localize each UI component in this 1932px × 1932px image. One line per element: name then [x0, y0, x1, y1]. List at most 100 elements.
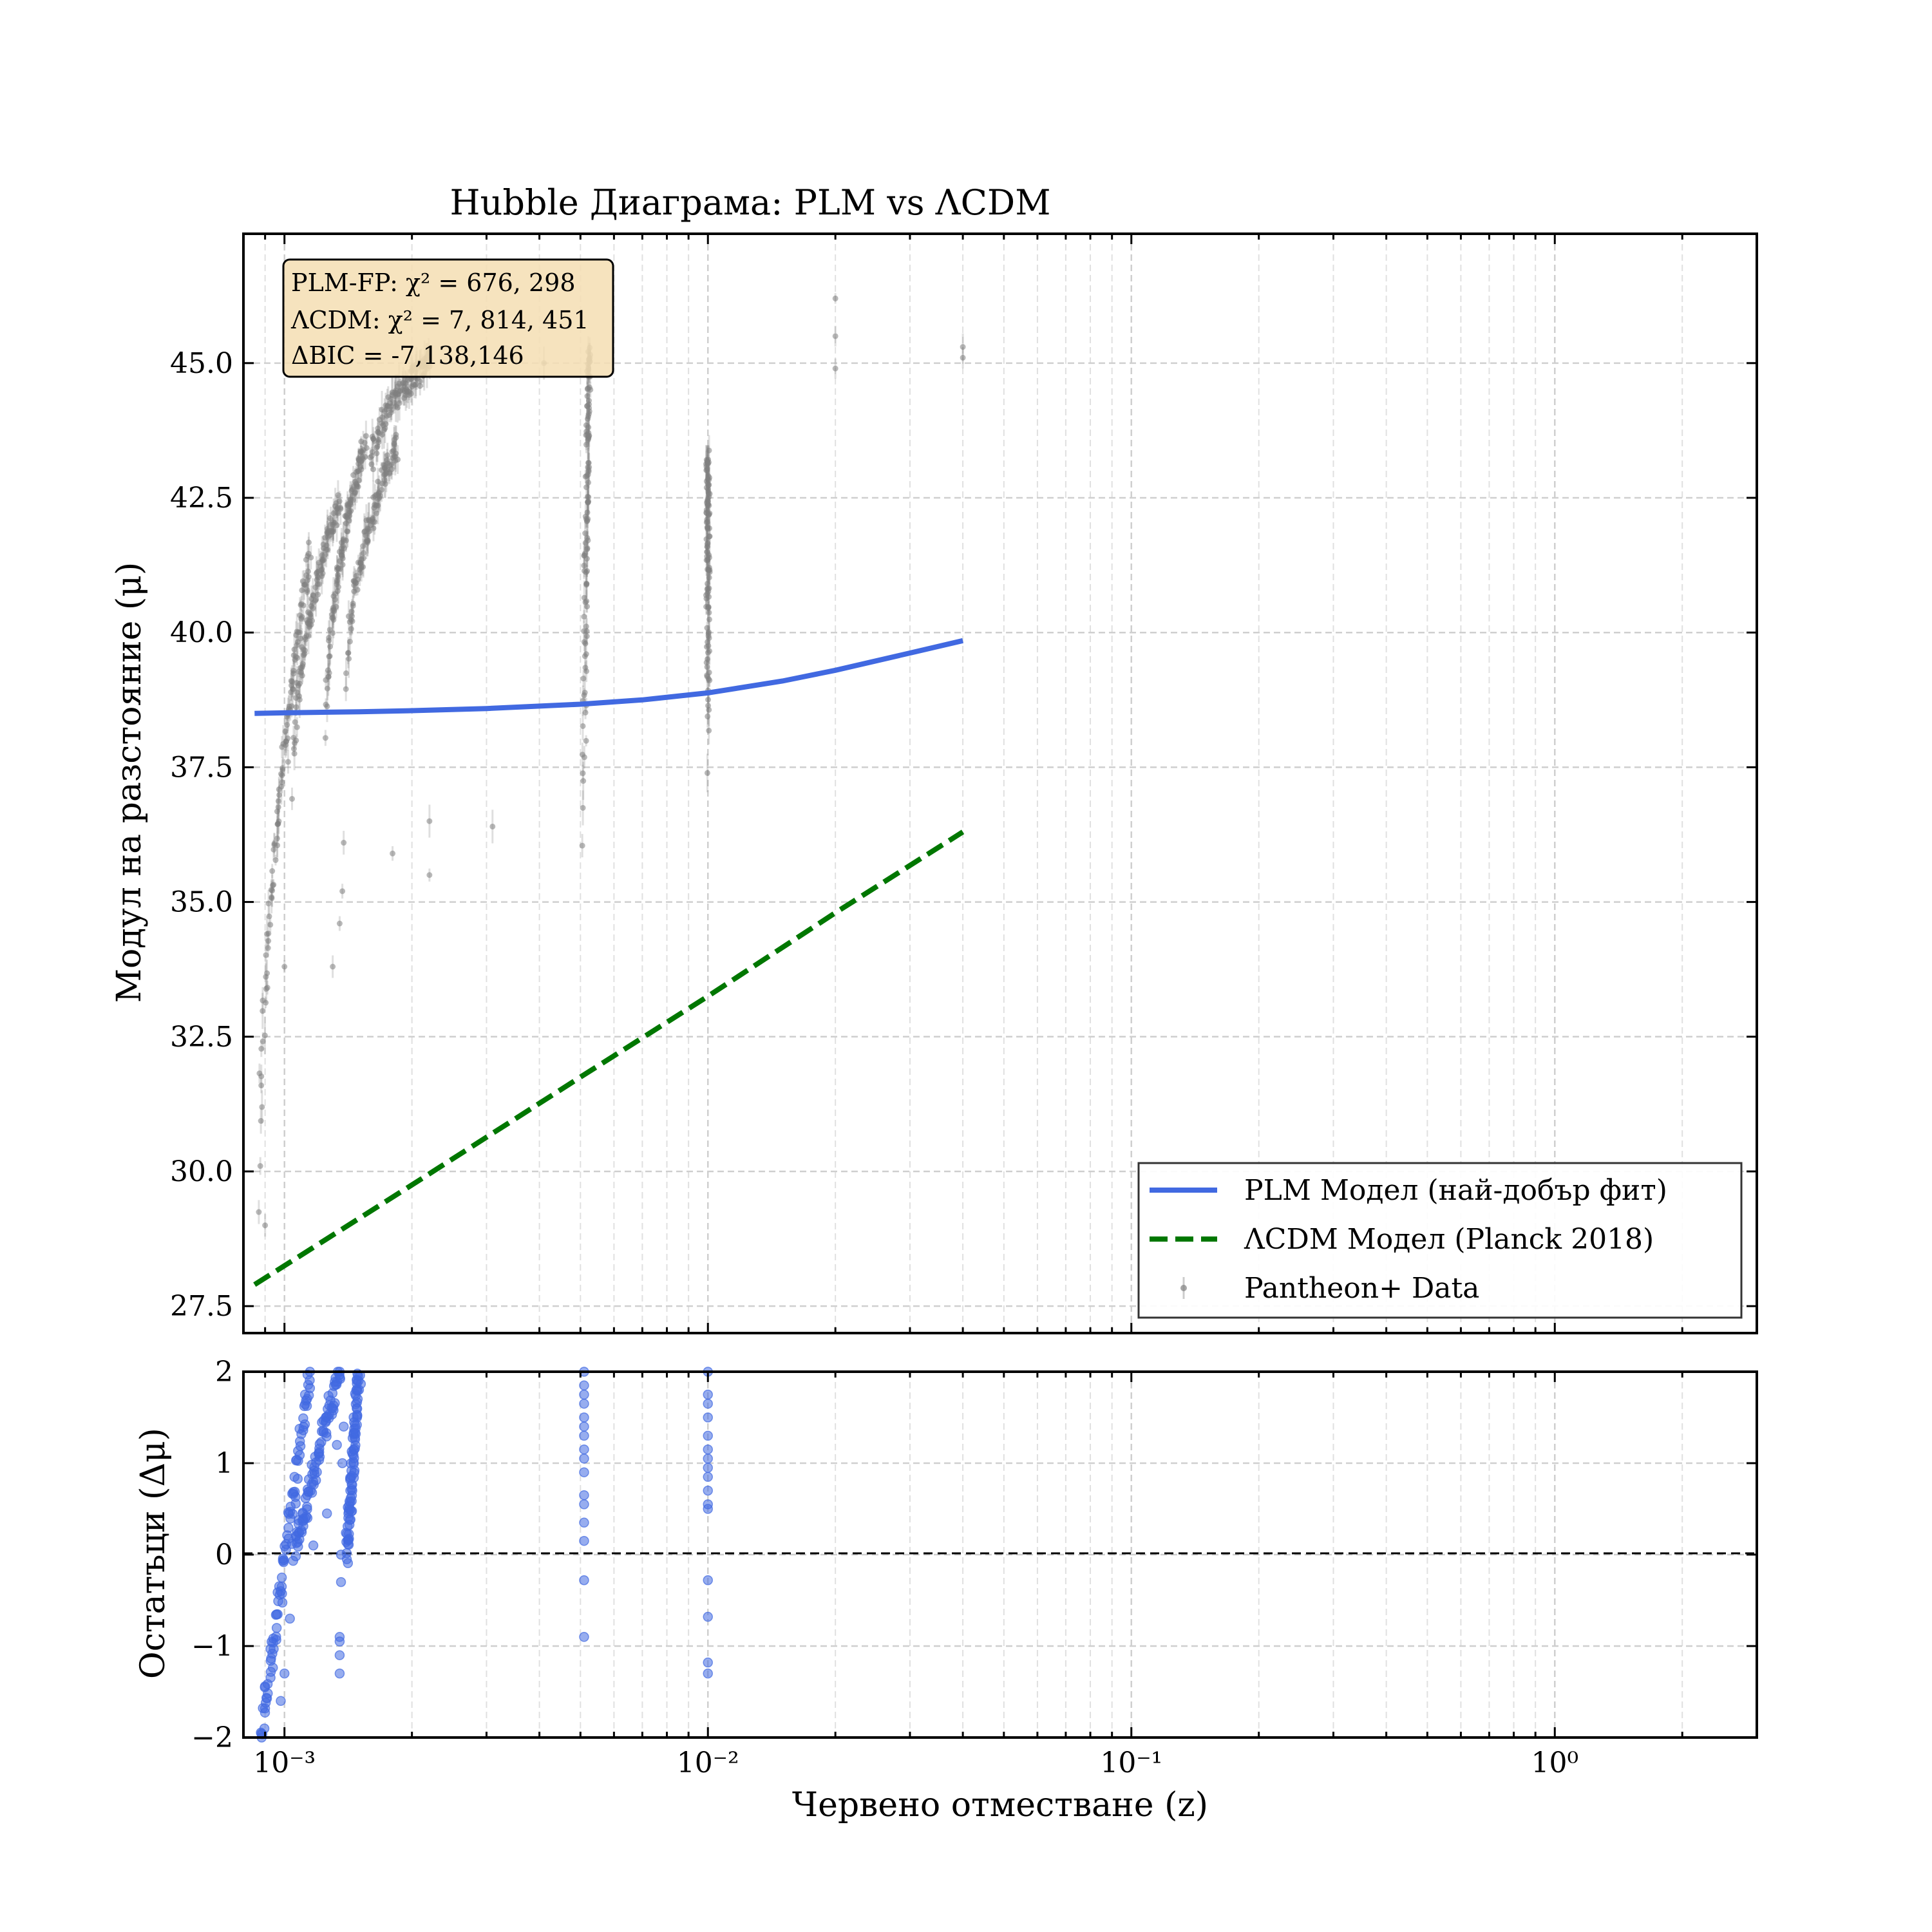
legend-box [1137, 1162, 1743, 1319]
data-point [323, 542, 330, 549]
residual-point [703, 1444, 713, 1455]
data-point [426, 872, 433, 878]
data-point [330, 630, 336, 636]
data-point [584, 546, 591, 553]
residual-point [703, 1454, 713, 1464]
data-point [704, 549, 710, 555]
data-point [368, 461, 375, 468]
lcdm-model-line [253, 829, 965, 1287]
residual-point [703, 1472, 713, 1482]
data-point [339, 888, 346, 895]
residual-point [276, 1572, 287, 1583]
data-point [582, 530, 589, 536]
residual-point [285, 1613, 295, 1624]
data-point [335, 510, 341, 516]
data-point [585, 499, 591, 506]
legend-label-plm: PLM Модел (най-добър фит) [1244, 1174, 1667, 1207]
data-point [359, 449, 366, 455]
data-point [296, 629, 303, 636]
data-point [305, 568, 311, 574]
residual-point [334, 1650, 345, 1660]
data-point [388, 466, 395, 473]
data-point [352, 490, 358, 497]
data-point [296, 680, 303, 687]
y-tick-label: 27.5 [170, 1290, 233, 1323]
data-point [265, 931, 272, 937]
data-point [299, 663, 306, 669]
data-point [706, 574, 712, 581]
data-point [388, 403, 394, 410]
data-point [587, 386, 594, 393]
data-point [960, 354, 966, 361]
data-point [417, 383, 423, 389]
data-point [705, 580, 711, 587]
data-point [298, 635, 304, 641]
data-point [583, 737, 589, 744]
y-tick-label: 42.5 [170, 482, 233, 515]
stats-line-plm: PLM-FP: χ² = 676, 298 [291, 269, 576, 297]
data-point [705, 656, 711, 662]
data-point [386, 471, 392, 477]
data-point [342, 513, 348, 519]
data-point [705, 460, 711, 467]
residual-point [703, 1463, 713, 1473]
data-point [307, 611, 314, 618]
data-point [379, 486, 385, 493]
data-point [408, 390, 414, 397]
data-point [703, 536, 710, 542]
data-point [361, 440, 368, 446]
y-tick-label: 32.5 [170, 1021, 233, 1054]
data-point [585, 460, 592, 466]
data-point [349, 618, 355, 625]
residual-point [579, 1380, 589, 1391]
chart-title: Hubble Диаграма: PLM vs ΛCDM [450, 182, 1050, 223]
data-point [281, 963, 288, 970]
data-point [270, 846, 277, 853]
data-point [296, 693, 303, 699]
data-point [354, 482, 360, 488]
data-point [264, 985, 270, 991]
data-point [379, 431, 386, 438]
data-point [264, 970, 270, 976]
y-tick-label: 45.0 [170, 347, 233, 380]
data-point [300, 602, 307, 609]
data-point [263, 999, 269, 1006]
data-point [582, 551, 588, 557]
data-point [334, 581, 340, 587]
data-point [348, 609, 355, 615]
data-point [706, 706, 712, 713]
data-point [270, 882, 277, 888]
data-point [705, 630, 712, 637]
data-point [585, 479, 592, 486]
data-point [584, 393, 591, 399]
data-point [586, 432, 592, 439]
legend-label-lcdm: ΛCDM Модел (Planck 2018) [1244, 1223, 1654, 1256]
residual-y-axis-label: Остатъци (Δμ) [134, 1428, 173, 1679]
residual-point [703, 1389, 713, 1400]
residual-point [271, 1609, 282, 1620]
residual-point [321, 1431, 332, 1442]
residual-point [305, 1383, 316, 1394]
data-point [265, 900, 272, 907]
data-point [360, 564, 366, 570]
data-point [586, 397, 592, 404]
data-point [324, 685, 330, 692]
residual-point [579, 1444, 589, 1455]
data-point [343, 537, 349, 544]
residual-point [336, 1549, 346, 1560]
data-point [272, 857, 279, 864]
data-point [703, 603, 710, 610]
data-point [319, 557, 326, 564]
data-point [703, 592, 709, 598]
data-point [326, 634, 332, 641]
data-point [330, 963, 336, 970]
data-point [326, 653, 332, 659]
data-point [302, 647, 308, 654]
residual-point [278, 1557, 289, 1567]
stats-box-background [282, 258, 614, 378]
data-point [581, 639, 587, 645]
residual-point [276, 1696, 286, 1706]
data-point [583, 582, 590, 588]
data-point [294, 724, 300, 730]
data-point [374, 450, 380, 457]
